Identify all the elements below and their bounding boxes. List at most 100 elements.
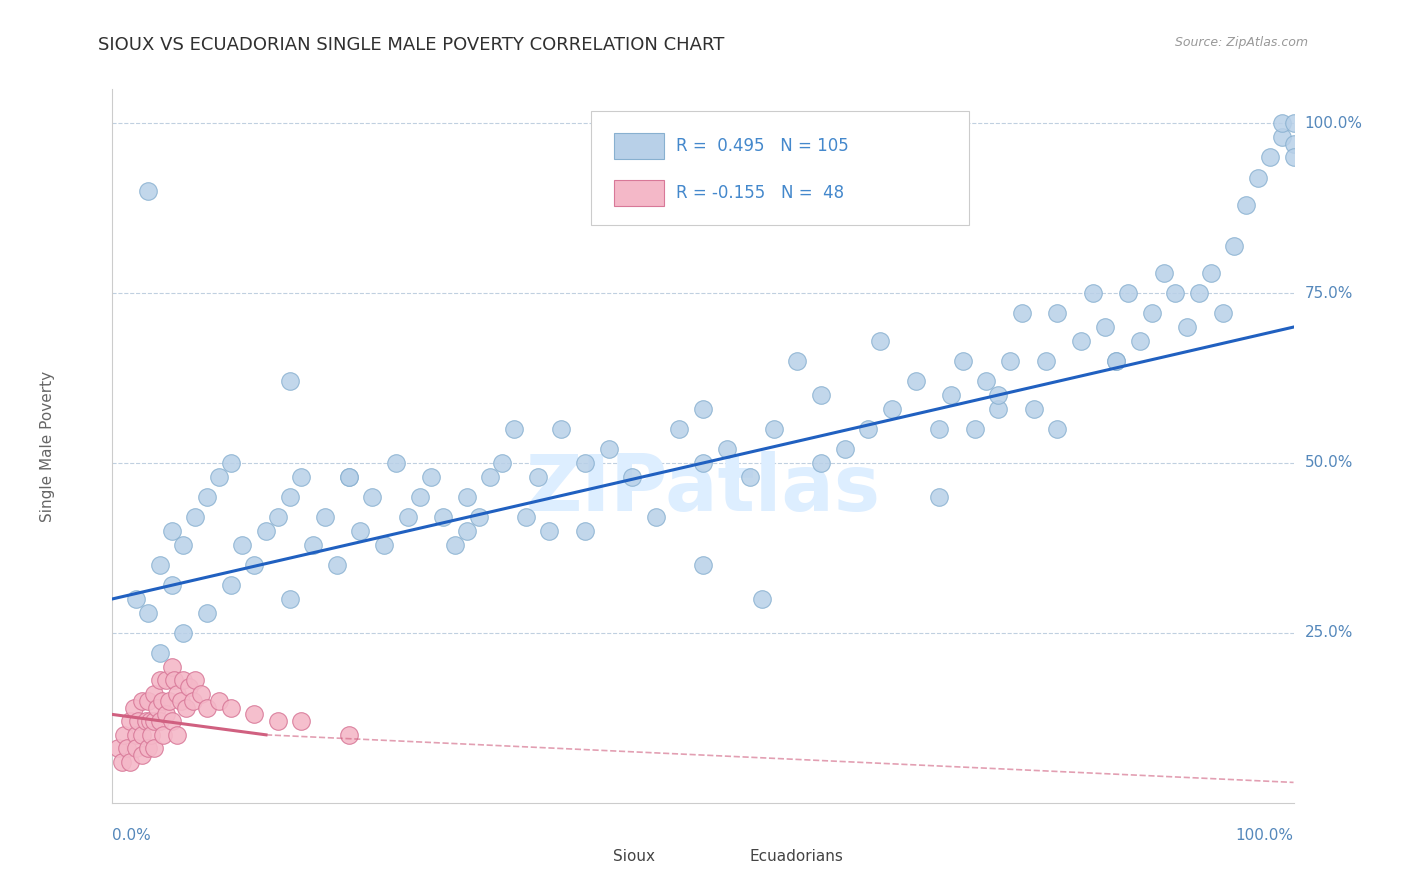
Point [172,626,194,640]
Point [692,456,714,470]
Point [810,456,832,470]
Point [120,714,142,729]
Point [179,680,201,694]
Point [337,469,360,483]
Point [219,700,242,714]
Text: 25.0%: 25.0% [1305,625,1353,640]
Point [1046,306,1069,320]
Point [150,694,173,708]
Point [290,714,312,729]
Point [1035,354,1057,368]
Point [136,741,159,756]
Point [621,469,644,483]
Point [302,537,325,551]
Point [142,714,165,729]
Point [172,673,194,688]
Point [231,537,253,551]
Point [208,694,231,708]
Point [598,442,620,457]
Text: 50.0%: 50.0% [1305,456,1353,470]
Point [219,578,242,592]
Point [420,469,443,483]
Point [1282,136,1305,151]
Point [1258,150,1281,164]
Point [170,694,193,708]
Point [1188,286,1211,301]
Text: Single Male Poverty: Single Male Poverty [39,370,55,522]
Point [337,728,360,742]
Point [131,748,153,763]
Point [1022,401,1045,416]
Point [157,694,180,708]
Point [184,673,207,688]
Point [1212,306,1234,320]
Point [142,741,165,756]
Point [503,422,526,436]
Point [987,388,1010,402]
Point [184,510,207,524]
Point [858,422,880,436]
Point [1140,306,1163,320]
Point [361,490,384,504]
Point [786,354,808,368]
Point [125,741,148,756]
Point [155,707,177,722]
Point [146,700,169,714]
Point [479,469,502,483]
Point [115,741,138,756]
Point [166,728,188,742]
Point [396,510,419,524]
Point [762,422,785,436]
Point [1046,422,1069,436]
Point [952,354,974,368]
Point [408,490,430,504]
Point [122,700,145,714]
Text: 100.0%: 100.0% [1236,828,1294,843]
Point [349,524,371,538]
Point [254,524,277,538]
Point [574,524,596,538]
Point [869,334,891,348]
FancyBboxPatch shape [591,111,969,225]
Point [267,714,290,729]
Point [131,694,153,708]
Point [998,354,1021,368]
Point [174,700,197,714]
Point [751,591,773,606]
Point [136,606,159,620]
Point [290,469,312,483]
Point [243,707,266,722]
Point [125,591,148,606]
Point [526,469,548,483]
Point [574,456,596,470]
Point [939,388,962,402]
Point [136,184,159,198]
Point [1175,320,1198,334]
Point [444,537,467,551]
Text: 75.0%: 75.0% [1305,285,1353,301]
Point [1164,286,1187,301]
Point [1234,198,1257,212]
Point [181,694,204,708]
Point [219,456,242,470]
Text: 0.0%: 0.0% [112,828,152,843]
Point [278,490,301,504]
Point [385,456,408,470]
Point [195,700,218,714]
FancyBboxPatch shape [707,847,747,867]
Point [326,558,349,572]
Point [515,510,537,524]
Point [692,558,714,572]
Point [467,510,489,524]
Text: Source: ZipAtlas.com: Source: ZipAtlas.com [1174,36,1308,49]
Point [127,714,149,729]
Text: R = -0.155   N =  48: R = -0.155 N = 48 [676,184,844,202]
Point [163,673,186,688]
Point [987,401,1010,416]
Point [172,537,194,551]
Point [1094,320,1116,334]
Point [550,422,572,436]
Point [120,755,142,769]
Point [1271,116,1294,130]
Point [1129,334,1152,348]
